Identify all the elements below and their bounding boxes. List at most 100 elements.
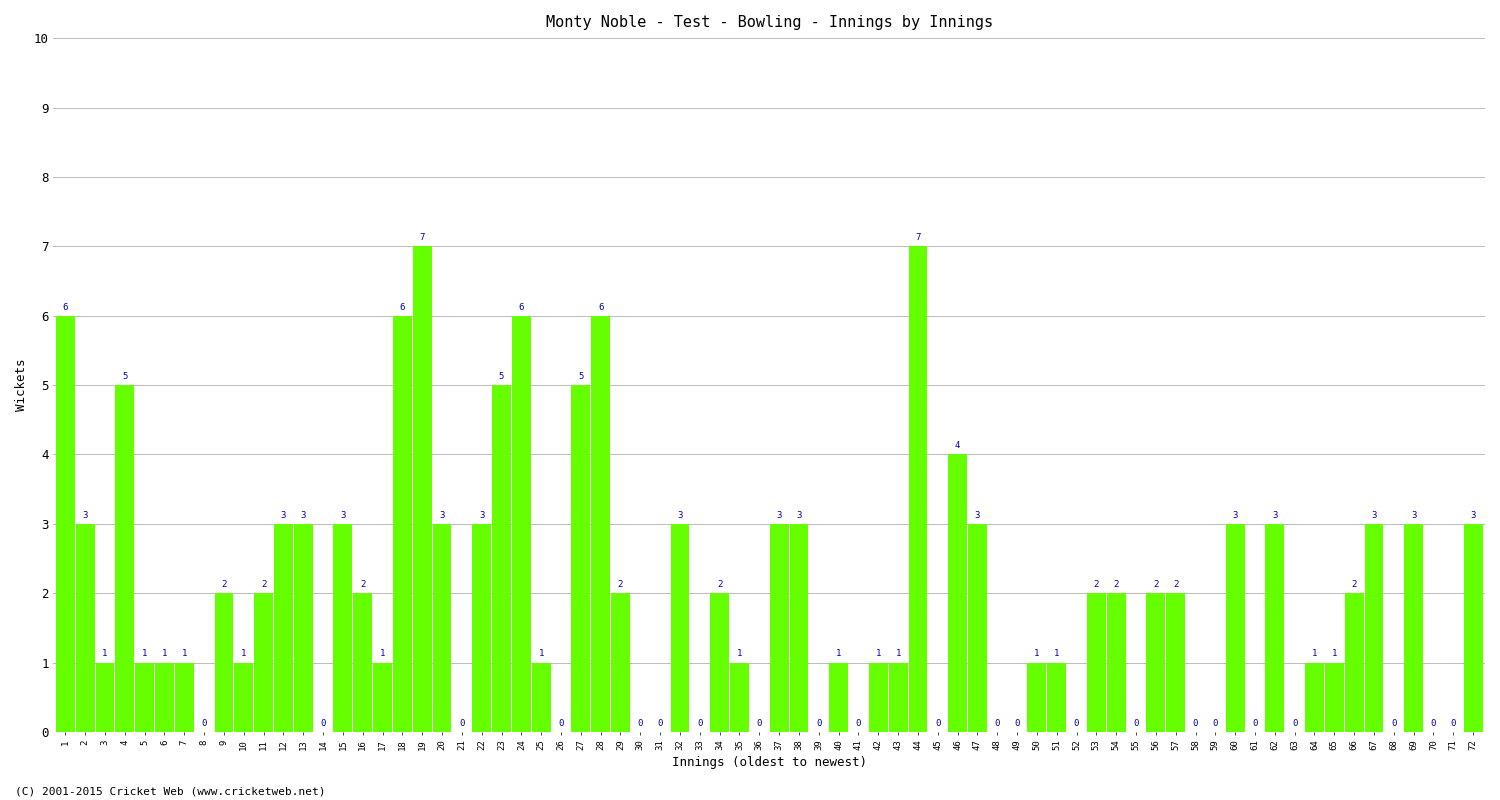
Bar — [710, 594, 729, 732]
Bar — [1305, 662, 1324, 732]
Text: 7: 7 — [420, 233, 424, 242]
Bar — [393, 316, 412, 732]
Bar — [830, 662, 848, 732]
Bar — [96, 662, 114, 732]
Y-axis label: Wickets: Wickets — [15, 359, 28, 411]
Bar — [1365, 524, 1383, 732]
Text: 2: 2 — [618, 580, 622, 589]
Text: 3: 3 — [1233, 510, 1238, 520]
Text: 1: 1 — [142, 650, 147, 658]
Text: 3: 3 — [796, 510, 801, 520]
Bar — [1167, 594, 1185, 732]
Text: 3: 3 — [300, 510, 306, 520]
Bar — [1028, 662, 1047, 732]
Text: 0: 0 — [1450, 719, 1456, 728]
Text: 1: 1 — [162, 650, 166, 658]
Text: 1: 1 — [1034, 650, 1040, 658]
Text: 3: 3 — [1412, 510, 1416, 520]
Bar — [254, 594, 273, 732]
Bar — [492, 385, 512, 732]
Text: 3: 3 — [440, 510, 444, 520]
Bar — [610, 594, 630, 732]
Bar — [1266, 524, 1284, 732]
Text: 0: 0 — [1134, 719, 1138, 728]
Text: 6: 6 — [63, 302, 68, 311]
Text: 2: 2 — [1352, 580, 1358, 589]
Text: 0: 0 — [816, 719, 822, 728]
Bar — [1226, 524, 1245, 732]
Text: 1: 1 — [242, 650, 246, 658]
Text: 2: 2 — [1154, 580, 1158, 589]
Bar — [56, 316, 75, 732]
Bar — [1047, 662, 1066, 732]
Text: 0: 0 — [1192, 719, 1198, 728]
Text: 0: 0 — [698, 719, 702, 728]
Text: 0: 0 — [1252, 719, 1257, 728]
Bar — [1464, 524, 1482, 732]
Bar — [512, 316, 531, 732]
Text: 0: 0 — [994, 719, 1000, 728]
Text: (C) 2001-2015 Cricket Web (www.cricketweb.net): (C) 2001-2015 Cricket Web (www.cricketwe… — [15, 786, 326, 796]
Text: 0: 0 — [201, 719, 207, 728]
Text: 3: 3 — [82, 510, 88, 520]
Text: 3: 3 — [1272, 510, 1278, 520]
Text: 3: 3 — [280, 510, 286, 520]
Title: Monty Noble - Test - Bowling - Innings by Innings: Monty Noble - Test - Bowling - Innings b… — [546, 15, 993, 30]
Bar — [730, 662, 748, 732]
Bar — [1404, 524, 1423, 732]
X-axis label: Innings (oldest to newest): Innings (oldest to newest) — [672, 756, 867, 769]
Text: 1: 1 — [836, 650, 842, 658]
Bar — [354, 594, 372, 732]
Bar — [75, 524, 94, 732]
Text: 1: 1 — [102, 650, 108, 658]
Text: 0: 0 — [855, 719, 861, 728]
Text: 1: 1 — [380, 650, 386, 658]
Bar — [1324, 662, 1344, 732]
Text: 1: 1 — [876, 650, 880, 658]
Text: 3: 3 — [678, 510, 682, 520]
Text: 0: 0 — [1074, 719, 1078, 728]
Bar — [1344, 594, 1364, 732]
Text: 1: 1 — [1312, 650, 1317, 658]
Text: 1: 1 — [1054, 650, 1059, 658]
Text: 3: 3 — [777, 510, 782, 520]
Text: 5: 5 — [122, 372, 128, 381]
Bar — [868, 662, 888, 732]
Bar — [888, 662, 908, 732]
Bar — [116, 385, 134, 732]
Bar — [789, 524, 808, 732]
Bar — [1107, 594, 1125, 732]
Text: 1: 1 — [1332, 650, 1336, 658]
Text: 0: 0 — [657, 719, 663, 728]
Bar — [572, 385, 591, 732]
Text: 0: 0 — [1292, 719, 1298, 728]
Bar — [432, 524, 451, 732]
Text: 7: 7 — [915, 233, 921, 242]
Text: 0: 0 — [756, 719, 762, 728]
Text: 2: 2 — [261, 580, 267, 589]
Text: 3: 3 — [1371, 510, 1377, 520]
Text: 4: 4 — [956, 442, 960, 450]
Bar — [472, 524, 490, 732]
Text: 1: 1 — [736, 650, 742, 658]
Text: 0: 0 — [1212, 719, 1218, 728]
Bar — [670, 524, 690, 732]
Text: 0: 0 — [1390, 719, 1396, 728]
Text: 2: 2 — [1094, 580, 1100, 589]
Bar — [234, 662, 254, 732]
Bar — [176, 662, 194, 732]
Text: 3: 3 — [1470, 510, 1476, 520]
Text: 3: 3 — [975, 510, 980, 520]
Text: 0: 0 — [1014, 719, 1020, 728]
Bar — [374, 662, 392, 732]
Text: 2: 2 — [1113, 580, 1119, 589]
Text: 0: 0 — [321, 719, 326, 728]
Text: 1: 1 — [182, 650, 188, 658]
Bar — [333, 524, 352, 732]
Text: 5: 5 — [500, 372, 504, 381]
Text: 0: 0 — [934, 719, 940, 728]
Bar — [968, 524, 987, 732]
Bar — [770, 524, 789, 732]
Text: 5: 5 — [578, 372, 584, 381]
Bar — [1146, 594, 1166, 732]
